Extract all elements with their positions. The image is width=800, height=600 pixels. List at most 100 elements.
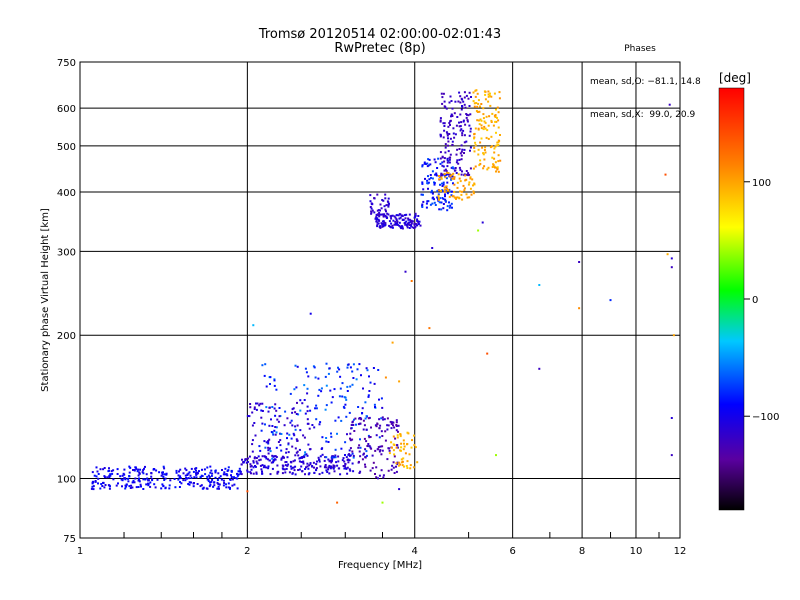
data-point — [433, 198, 435, 201]
data-point — [112, 478, 115, 481]
data-point — [393, 472, 396, 474]
data-point — [236, 487, 239, 490]
data-point — [128, 471, 131, 474]
data-point — [435, 174, 438, 177]
data-point — [298, 460, 301, 463]
data-point — [252, 460, 255, 463]
data-point — [307, 443, 310, 446]
data-point — [258, 445, 261, 448]
data-point — [469, 187, 472, 190]
data-point — [469, 167, 472, 170]
data-point — [338, 395, 341, 398]
data-point — [306, 410, 309, 413]
data-point — [482, 152, 485, 155]
data-point — [351, 370, 354, 373]
data-point — [468, 134, 471, 137]
data-point — [449, 137, 452, 140]
x-axis-ticks: 1 2 4 6 8 10 12 — [77, 532, 686, 557]
data-point — [216, 479, 219, 481]
data-point — [443, 172, 446, 175]
data-point — [365, 450, 368, 453]
data-point — [463, 152, 465, 154]
data-point — [474, 165, 477, 168]
data-point — [280, 458, 283, 461]
data-point — [386, 417, 389, 420]
data-point — [108, 487, 111, 490]
data-point — [386, 212, 389, 215]
data-point — [147, 483, 150, 486]
data-point — [451, 175, 454, 178]
data-point — [149, 481, 152, 484]
data-point — [102, 468, 105, 471]
data-point — [443, 157, 446, 160]
data-point — [495, 120, 498, 123]
data-point — [460, 150, 463, 153]
data-point — [213, 481, 216, 484]
data-point — [414, 446, 417, 449]
data-point — [325, 437, 328, 439]
data-point — [349, 437, 351, 440]
data-point — [265, 457, 268, 460]
data-point — [399, 435, 402, 438]
data-point — [137, 479, 140, 482]
data-point — [246, 469, 249, 472]
data-point — [388, 447, 390, 450]
data-point — [484, 93, 487, 96]
data-point — [401, 464, 404, 467]
data-point — [431, 170, 434, 173]
data-point — [456, 148, 459, 151]
data-point — [415, 224, 418, 227]
data-point — [330, 401, 333, 404]
data-point — [290, 437, 293, 440]
data-point — [463, 187, 466, 190]
data-point — [432, 196, 435, 199]
data-point — [287, 442, 290, 445]
data-point — [362, 428, 365, 431]
data-point — [466, 113, 468, 116]
data-point — [107, 484, 110, 487]
data-point — [154, 486, 157, 489]
data-point — [334, 419, 337, 422]
data-point — [439, 151, 442, 154]
data-point — [187, 472, 190, 475]
data-point — [439, 117, 442, 120]
data-point — [346, 390, 349, 392]
data-point — [401, 219, 404, 221]
data-point — [334, 456, 337, 459]
data-point — [300, 456, 303, 459]
data-point — [206, 466, 209, 469]
data-point — [451, 195, 454, 198]
data-point — [437, 194, 440, 197]
data-point — [449, 124, 451, 126]
data-point — [147, 484, 150, 487]
data-point — [473, 146, 476, 149]
data-point — [327, 468, 330, 471]
x-tick-label: 2 — [244, 546, 250, 557]
data-point — [398, 380, 401, 383]
data-point — [393, 453, 396, 456]
data-point — [324, 464, 327, 466]
data-point — [328, 472, 331, 475]
data-point — [288, 433, 291, 436]
data-point — [306, 405, 309, 408]
data-point — [227, 486, 230, 489]
data-point — [273, 429, 276, 432]
data-point — [446, 159, 449, 162]
data-point — [366, 369, 369, 372]
data-point — [264, 456, 267, 458]
data-point — [108, 474, 111, 477]
data-point — [240, 473, 243, 476]
data-point — [470, 96, 472, 98]
data-point — [349, 432, 352, 435]
data-point — [377, 448, 380, 451]
data-point — [307, 473, 310, 476]
data-point — [377, 446, 380, 449]
data-point — [382, 199, 385, 202]
data-point — [255, 460, 258, 463]
data-point — [296, 450, 299, 453]
data-point — [195, 473, 198, 476]
data-point — [267, 440, 270, 442]
data-point — [275, 388, 278, 391]
data-point — [442, 190, 445, 193]
data-point — [294, 473, 297, 476]
